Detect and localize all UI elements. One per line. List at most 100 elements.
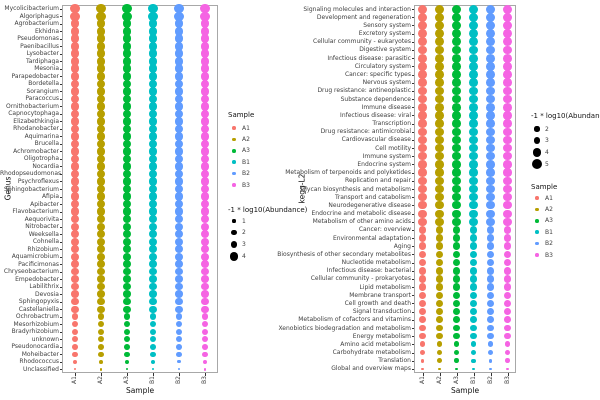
abundance-dot: [70, 94, 80, 104]
abundance-dot: [200, 147, 210, 156]
abundance-dot: [486, 135, 495, 145]
abundance-dot: [452, 143, 461, 153]
abundance-dot: [435, 168, 444, 177]
abundance-dot: [149, 237, 157, 246]
abundance-dot: [452, 267, 461, 275]
abundance-dot: [71, 313, 79, 321]
abundance-dot: [452, 70, 461, 79]
y-tick-label: Aequorivita: [24, 215, 59, 223]
abundance-dot: [435, 225, 444, 234]
abundance-dot: [175, 282, 183, 291]
abundance-dot: [486, 217, 495, 226]
abundance-dot: [122, 192, 132, 201]
abundance-dot: [418, 70, 427, 79]
abundance-dot: [435, 119, 444, 128]
y-tick-mark: [59, 256, 62, 258]
abundance-dot: [96, 154, 106, 164]
y-tick-label: Elizabethkingia: [13, 117, 59, 125]
x-tick-mark: [205, 373, 206, 376]
abundance-dot: [71, 275, 79, 283]
y-tick-label: Psychroflexus: [17, 177, 59, 185]
abundance-dot: [469, 168, 478, 177]
abundance-dot: [200, 124, 210, 134]
abundance-dot: [149, 320, 157, 328]
y-tick-mark: [411, 74, 414, 76]
abundance-dot: [150, 359, 155, 364]
abundance-dot: [148, 192, 158, 201]
abundance-dot: [174, 19, 184, 29]
y-tick-label: Cancer: specific types: [344, 71, 411, 78]
abundance-dot: [487, 333, 494, 340]
abundance-dot: [96, 199, 106, 209]
abundance-dot: [201, 336, 208, 343]
abundance-dot: [148, 64, 158, 74]
abundance-dot: [452, 258, 461, 267]
abundance-dot: [96, 56, 106, 66]
abundance-dot: [503, 291, 512, 299]
y-tick-label: Paracoccus: [25, 95, 59, 103]
abundance-dot: [485, 20, 496, 30]
abundance-dot: [123, 275, 131, 283]
abundance-dot: [97, 320, 105, 328]
abundance-dot: [452, 102, 461, 112]
abundance-dot: [435, 275, 444, 283]
abundance-dot: [123, 245, 131, 254]
y-tick-mark: [411, 107, 414, 109]
abundance-dot: [71, 320, 79, 328]
abundance-dot: [70, 41, 80, 51]
abundance-dot: [122, 41, 132, 51]
y-tick-mark: [411, 328, 414, 330]
abundance-dot: [175, 328, 183, 335]
abundance-dot: [174, 147, 184, 156]
abundance-dot: [486, 152, 495, 161]
y-tick-mark: [59, 8, 62, 10]
abundance-dot: [96, 49, 106, 59]
abundance-dot: [174, 26, 184, 36]
y-tick-mark: [411, 189, 414, 190]
abundance-dot: [452, 168, 461, 177]
size-legend-label: 2: [545, 125, 549, 133]
abundance-dot: [486, 53, 495, 63]
abundance-dot: [435, 78, 444, 88]
sample-legend-swatch: [535, 207, 539, 212]
size-legend-title: -1 * log10(Abundance): [531, 112, 600, 120]
abundance-dot: [150, 343, 156, 350]
y-tick-label: Cellular community - prokaryotes: [310, 275, 411, 283]
abundance-dot: [70, 102, 80, 111]
abundance-dot: [434, 4, 445, 14]
size-legend-swatch: [533, 137, 541, 145]
abundance-dot: [469, 201, 478, 210]
abundance-dot: [418, 160, 427, 169]
abundance-dot: [73, 368, 77, 371]
abundance-dot: [200, 34, 210, 44]
abundance-dot: [201, 245, 209, 254]
abundance-dot: [175, 336, 182, 343]
abundance-dot: [97, 313, 105, 321]
y-tick-mark: [411, 238, 414, 240]
y-tick-label: Endocrine and metabolic disease: [311, 210, 411, 218]
abundance-dot: [503, 275, 512, 283]
y-tick-mark: [411, 262, 414, 264]
size-legend-label: 3: [545, 137, 549, 145]
abundance-dot: [70, 230, 79, 239]
abundance-dot: [469, 86, 478, 96]
abundance-dot: [96, 132, 106, 141]
abundance-dot: [149, 298, 157, 306]
y-tick-label: Substance dependence: [340, 95, 411, 103]
y-tick-label: Lysobacter: [26, 50, 59, 58]
abundance-dot: [123, 267, 131, 276]
y-tick-mark: [411, 172, 414, 174]
abundance-dot: [148, 124, 158, 134]
abundance-dot: [486, 61, 495, 71]
abundance-dot: [97, 305, 105, 313]
abundance-dot: [452, 160, 461, 169]
abundance-dot: [487, 308, 494, 316]
abundance-dot: [200, 26, 210, 36]
abundance-dot: [149, 305, 157, 313]
abundance-dot: [96, 222, 105, 231]
y-tick-label: Bordetella: [28, 80, 59, 88]
y-tick-label: Glycan biosynthesis and metabolism: [300, 185, 411, 193]
abundance-dot: [418, 29, 427, 39]
y-tick-label: Tardiphaga: [26, 57, 59, 65]
y-tick-label: Translation: [378, 357, 411, 365]
